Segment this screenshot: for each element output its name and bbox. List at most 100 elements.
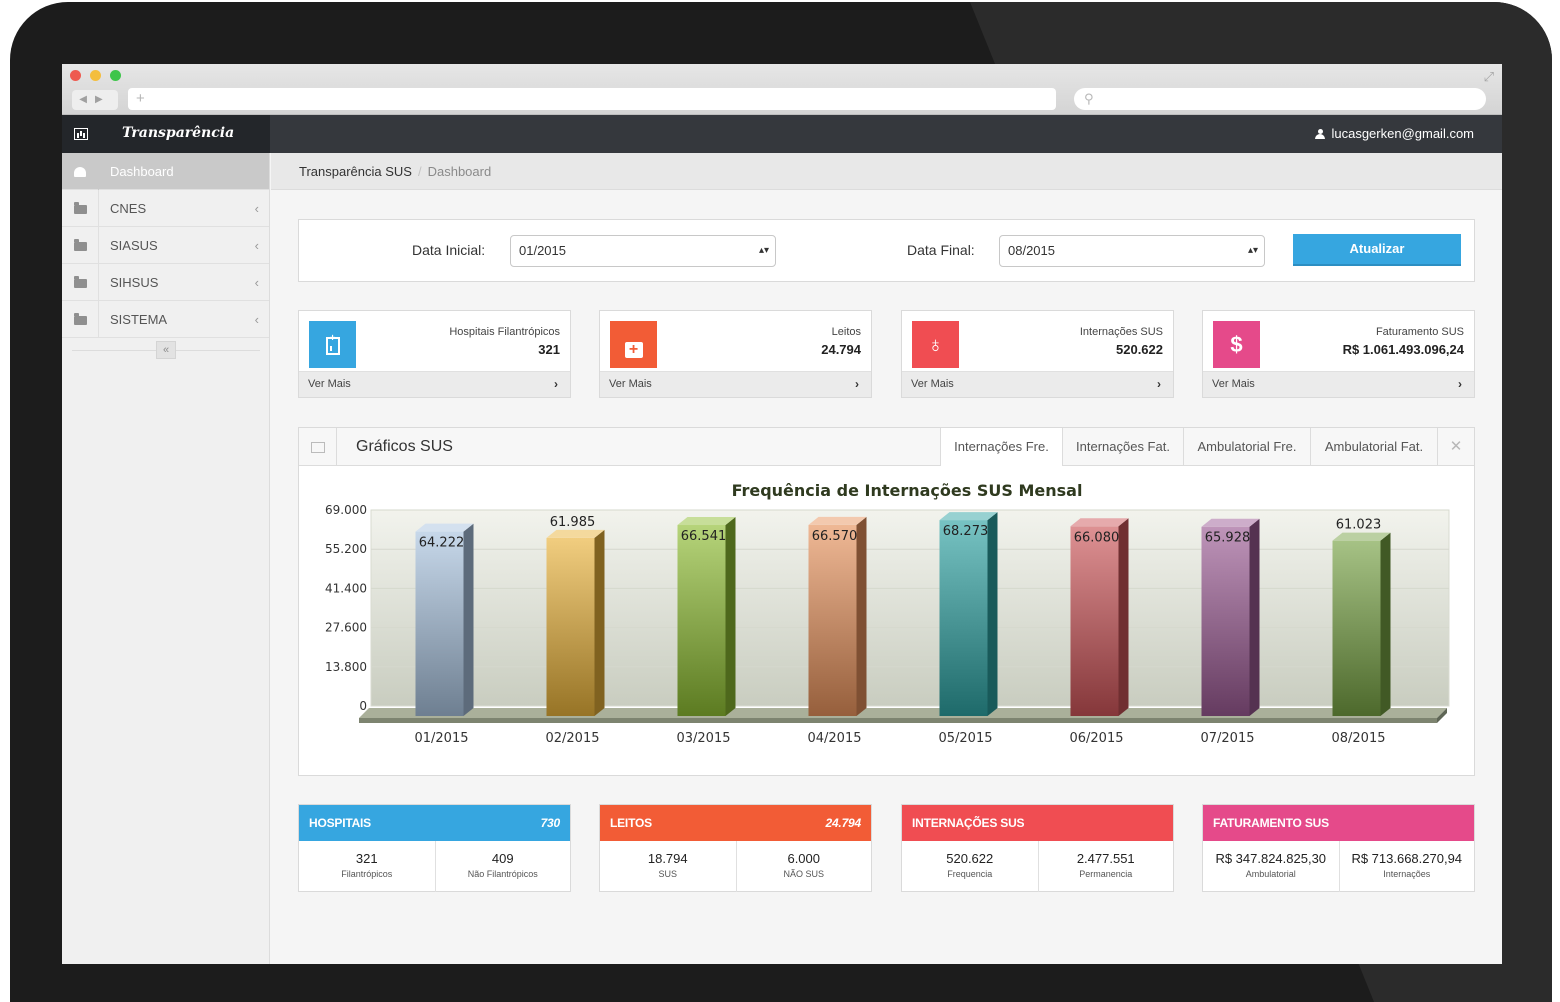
update-button[interactable]: Atualizar — [1293, 234, 1461, 266]
sidebar-item-siasus[interactable]: SIASUS ‹ — [62, 227, 269, 264]
bar-side — [1118, 518, 1129, 716]
chevron-left-icon: ‹ — [254, 238, 259, 253]
stat-card-internacoes: ♁ Internações SUS 520.622 Ver Mais › — [901, 310, 1174, 398]
bar-value-label: 65.928 — [1205, 531, 1251, 546]
address-bar[interactable]: + — [128, 88, 1056, 110]
ver-mais-link[interactable]: Ver Mais › — [600, 371, 871, 397]
y-tick-label: 13.800 — [325, 660, 367, 674]
window-zoom-dot[interactable] — [110, 70, 121, 81]
tab-ambulatorial-fat[interactable]: Ambulatorial Fat. — [1310, 428, 1437, 465]
summary-card-hospitais: HOSPITAIS 730 321 Filantrópicos 409 Não Fil… — [298, 804, 571, 892]
user-menu[interactable]: lucasgerken@gmail.com — [1315, 115, 1474, 153]
tab-internacoes-fre[interactable]: Internações Fre. — [940, 428, 1062, 466]
sidebar-collapse-button[interactable]: « — [156, 341, 176, 359]
ver-mais-link[interactable]: Ver Mais › — [299, 371, 570, 397]
breadcrumb-root-link[interactable]: Transparência SUS — [299, 164, 412, 179]
summary-header: INTERNAÇÕES SUS — [902, 805, 1173, 841]
start-date-label: Data Inicial: — [412, 242, 486, 258]
sidebar-item-dashboard[interactable]: Dashboard — [62, 153, 269, 190]
summary-total: 730 — [540, 816, 561, 830]
stat-label: Hospitais Filantrópicos — [449, 326, 560, 338]
sidebar-item-cnes[interactable]: CNES ‹ — [62, 190, 269, 227]
browser-search-bar[interactable]: ⚲ — [1074, 88, 1486, 110]
brand-icon-box[interactable] — [62, 115, 100, 153]
bar-side — [1380, 532, 1391, 716]
sidebar: Dashboard CNES ‹ SIASUS ‹ SIHSUS ‹ SISTE… — [62, 153, 270, 964]
bar-chart-icon — [74, 128, 88, 140]
bar-value-label: 66.570 — [812, 529, 858, 544]
summary-left-label: Filantrópicos — [341, 869, 393, 879]
chevron-right-icon: › — [1157, 377, 1161, 391]
summary-right-label: Permanencia — [1079, 869, 1133, 879]
y-tick-label: 55.200 — [325, 542, 367, 556]
new-tab-plus-icon[interactable]: + — [136, 90, 145, 107]
folder-icon — [73, 313, 87, 325]
summary-right-value: R$ 713.668.270,94 — [1351, 851, 1463, 866]
summary-left-label: Ambulatorial — [1245, 869, 1296, 879]
summary-right-label: Não Filantrópicos — [467, 869, 538, 879]
stat-value: 321 — [538, 342, 560, 357]
summary-card-leitos: LEITOS 24.794 18.794 SUS 6.000 NÃO SUS — [599, 804, 872, 892]
summary-total: 24.794 — [825, 816, 861, 830]
bar — [415, 531, 464, 716]
folder-icon — [73, 239, 87, 251]
bar-value-label: 66.080 — [1074, 530, 1120, 545]
bar-value-label: 66.541 — [681, 529, 727, 544]
ver-mais-label: Ver Mais — [308, 378, 351, 390]
bar-top — [939, 512, 998, 521]
window-close-dot[interactable] — [70, 70, 81, 81]
stat-card-leitos: + Leitos 24.794 Ver Mais › — [599, 310, 872, 398]
medical-plus-icon: + — [610, 321, 657, 368]
y-tick-label: 0 — [359, 699, 367, 713]
tab-ambulatorial-fre[interactable]: Ambulatorial Fre. — [1183, 428, 1310, 465]
window-minimize-dot[interactable] — [90, 70, 101, 81]
summary-left-value: R$ 347.824.825,30 — [1215, 851, 1327, 866]
ver-mais-label: Ver Mais — [1212, 378, 1255, 390]
bar — [939, 520, 988, 716]
ver-mais-link[interactable]: Ver Mais › — [1203, 371, 1474, 397]
start-date-value: 01/2015 — [519, 243, 566, 258]
top-navbar: Transparência SUS lucasgerken@gmail.com — [62, 115, 1502, 177]
browser-chrome: ◀▶ + ⚲ ⤢ — [62, 64, 1502, 115]
chevron-left-icon: ‹ — [254, 201, 259, 216]
sidebar-item-label: Dashboard — [110, 164, 174, 179]
bar-side — [594, 529, 605, 716]
sidebar-item-label: SIASUS — [110, 238, 158, 253]
folder-icon — [73, 276, 87, 288]
bar-value-label: 61.023 — [1336, 518, 1382, 533]
sidebar-collapse-row: « — [72, 341, 260, 359]
chart-title: Frequência de Internações SUS Mensal — [732, 481, 1083, 500]
end-date-label: Data Final: — [907, 242, 975, 258]
chevron-right-icon: › — [554, 377, 558, 391]
summary-right-value: 2.477.551 — [1076, 851, 1135, 866]
x-tick-label: 03/2015 — [676, 731, 730, 746]
start-date-select[interactable]: 01/2015 ▴▾ — [510, 235, 776, 267]
close-icon[interactable]: ✕ — [1437, 428, 1474, 465]
sidebar-item-sihsus[interactable]: SIHSUS ‹ — [62, 264, 269, 301]
bar-top — [1332, 532, 1391, 541]
hospital-icon — [309, 321, 356, 368]
stethoscope-icon: ♁ — [912, 321, 959, 368]
back-forward-buttons[interactable]: ◀▶ — [72, 90, 118, 110]
end-date-select[interactable]: 08/2015 ▴▾ — [999, 235, 1265, 267]
summary-card-internacoes: INTERNAÇÕES SUS 520.622 Frequencia 2.477.… — [901, 804, 1174, 892]
y-tick-label: 41.400 — [325, 581, 367, 595]
plot-area — [370, 509, 1450, 707]
breadcrumb-separator: / — [417, 164, 422, 179]
x-tick-label: 07/2015 — [1200, 731, 1254, 746]
summary-left-label: SUS — [658, 869, 677, 879]
summary-left-value: 520.622 — [946, 851, 994, 866]
ver-mais-link[interactable]: Ver Mais › — [902, 371, 1173, 397]
sidebar-item-sistema[interactable]: SISTEMA ‹ — [62, 301, 269, 338]
bar — [808, 524, 857, 716]
fullscreen-icon[interactable]: ⤢ — [1483, 69, 1494, 84]
summary-right-value: 409 — [491, 851, 514, 866]
date-filter-panel: Data Inicial: 01/2015 ▴▾ Data Final: 08/2… — [298, 219, 1475, 282]
chart-panel-title: Gráficos SUS — [356, 438, 453, 455]
bar — [1070, 526, 1119, 716]
stat-card-hospitais: Hospitais Filantrópicos 321 Ver Mais › — [298, 310, 571, 398]
x-tick-label: 08/2015 — [1331, 731, 1385, 746]
bar — [1332, 540, 1381, 716]
brand-logo[interactable]: Transparência SUS — [100, 115, 270, 177]
tab-internacoes-fat[interactable]: Internações Fat. — [1062, 428, 1183, 465]
